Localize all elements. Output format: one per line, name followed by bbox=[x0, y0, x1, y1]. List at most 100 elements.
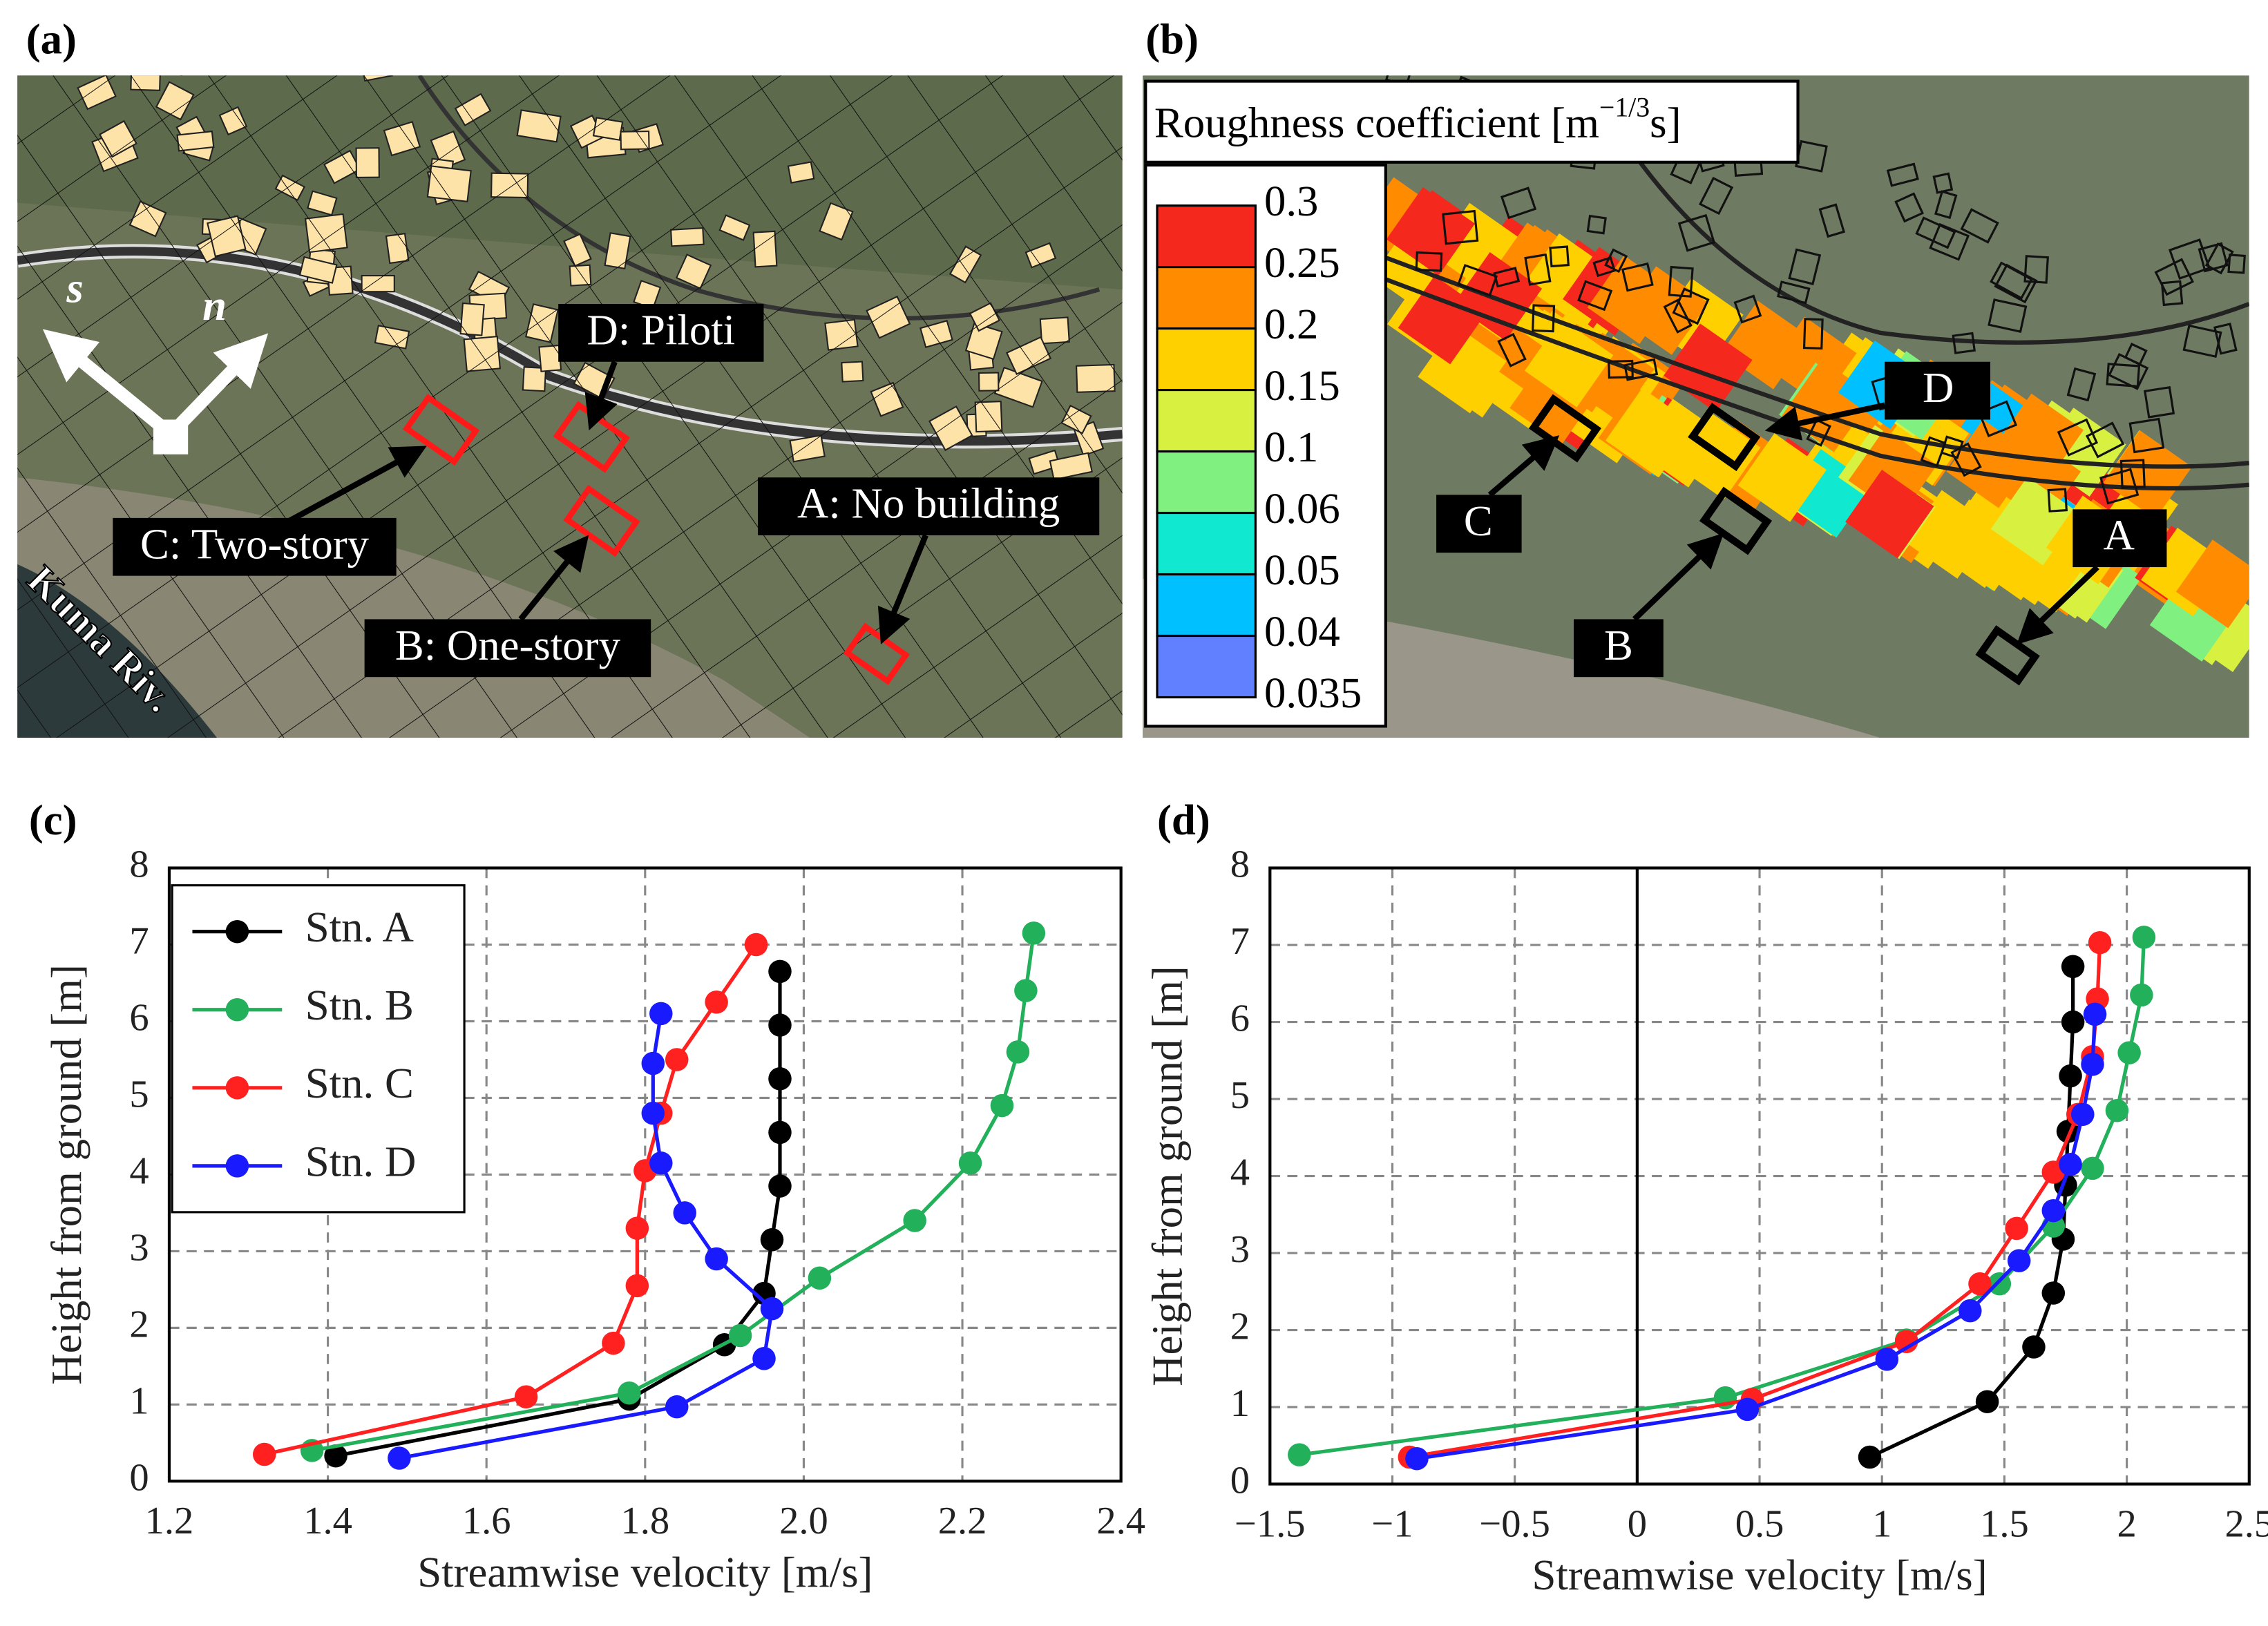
y-tick-label: 2 bbox=[1230, 1305, 1250, 1348]
legend-label: Stn. D bbox=[305, 1137, 417, 1185]
data-point bbox=[2130, 983, 2153, 1007]
data-point bbox=[641, 1051, 665, 1075]
colorbar-tick-label: 0.2 bbox=[1264, 300, 1319, 348]
x-axis-label: Streamwise velocity [m/s] bbox=[417, 1548, 873, 1596]
colorbar-bin bbox=[1156, 511, 1257, 576]
panel-label: (c) bbox=[29, 796, 77, 844]
building bbox=[1592, 256, 1617, 278]
building bbox=[2099, 468, 2140, 505]
legend-marker bbox=[225, 919, 249, 944]
y-tick-label: 4 bbox=[129, 1149, 149, 1192]
building bbox=[1806, 418, 1831, 447]
data-point bbox=[1894, 1330, 1918, 1353]
data-point bbox=[1288, 1443, 1311, 1466]
building bbox=[1934, 190, 1958, 220]
data-point bbox=[1875, 1348, 1899, 1371]
data-point bbox=[2007, 1249, 2031, 1272]
panel-label: (d) bbox=[1157, 796, 1210, 844]
y-tick-label: 2 bbox=[129, 1303, 149, 1346]
series-line bbox=[312, 932, 1036, 1453]
station-label: B: One-story bbox=[395, 621, 621, 669]
data-point bbox=[673, 1201, 696, 1225]
label-box bbox=[1436, 495, 1522, 553]
data-point bbox=[2117, 1041, 2141, 1064]
building bbox=[1663, 298, 1693, 334]
building bbox=[1531, 304, 1556, 333]
building bbox=[1952, 332, 1976, 354]
station-label: D bbox=[1923, 363, 1954, 412]
x-tick-label: 2.5 bbox=[2224, 1502, 2268, 1545]
building bbox=[1733, 294, 1762, 324]
label-box bbox=[1885, 361, 1990, 420]
building bbox=[155, 75, 191, 76]
y-tick-label: 4 bbox=[1230, 1151, 1250, 1194]
data-point bbox=[760, 1297, 784, 1321]
station-label: C bbox=[1464, 497, 1493, 545]
building bbox=[1623, 358, 1659, 381]
building bbox=[1990, 261, 2033, 300]
y-axis-label: Height from ground [m] bbox=[42, 964, 90, 1385]
data-point bbox=[705, 1247, 728, 1271]
colorbar-tick-label: 0.06 bbox=[1264, 484, 1340, 533]
series-line bbox=[264, 944, 758, 1457]
legend-title: Roughness coefficient [m−1/3s] bbox=[1154, 93, 1681, 147]
building bbox=[2106, 363, 2141, 388]
building bbox=[1886, 162, 1919, 187]
data-point bbox=[990, 1093, 1014, 1118]
data-point bbox=[2022, 1335, 2046, 1359]
station-box bbox=[1975, 625, 2040, 686]
data-point bbox=[2081, 1053, 2104, 1076]
data-point bbox=[958, 1151, 982, 1175]
arrow bbox=[2017, 565, 2099, 645]
data-point bbox=[752, 1347, 776, 1370]
y-tick-label: 5 bbox=[129, 1073, 149, 1116]
building bbox=[1524, 253, 1552, 286]
arrow bbox=[287, 446, 427, 524]
data-point bbox=[768, 1013, 792, 1037]
data-point bbox=[1968, 1272, 1992, 1296]
axis-s: s bbox=[66, 264, 83, 312]
data-point bbox=[602, 1331, 625, 1355]
roughness-cell bbox=[1845, 470, 1934, 559]
building bbox=[1549, 245, 1570, 268]
building bbox=[1802, 318, 1824, 350]
series-line bbox=[1299, 937, 2146, 1457]
series-line bbox=[335, 971, 782, 1458]
building bbox=[2227, 254, 2246, 274]
data-point bbox=[768, 1174, 792, 1198]
y-tick-label: 7 bbox=[129, 920, 149, 963]
building bbox=[1497, 332, 1527, 367]
colorbar-tick-label: 0.035 bbox=[1264, 669, 1362, 717]
y-tick-label: 1 bbox=[1230, 1382, 1250, 1425]
legend-label: Stn. B bbox=[305, 981, 414, 1029]
building bbox=[1415, 251, 1443, 272]
building bbox=[155, 14, 184, 42]
arrow bbox=[518, 535, 589, 622]
data-point bbox=[2088, 930, 2112, 955]
data-point bbox=[808, 1266, 832, 1290]
y-tick-label: 8 bbox=[1230, 843, 1250, 886]
legend-marker bbox=[225, 1076, 249, 1100]
data-point bbox=[1405, 1446, 1429, 1471]
road bbox=[1589, 86, 2249, 345]
building bbox=[2144, 385, 2175, 419]
label-box bbox=[758, 477, 1100, 535]
roughness-cell bbox=[1386, 186, 1476, 276]
colorbar-bin bbox=[1156, 266, 1257, 330]
station-label: D: Piloti bbox=[587, 305, 736, 354]
data-point bbox=[705, 991, 728, 1014]
arrows bbox=[1487, 402, 2099, 645]
building bbox=[2086, 421, 2125, 459]
data-point bbox=[768, 959, 792, 984]
arrow bbox=[584, 361, 618, 431]
station-box bbox=[563, 484, 640, 557]
data-point bbox=[649, 1002, 673, 1026]
building bbox=[1915, 216, 1956, 249]
y-tick-label: 3 bbox=[1230, 1228, 1250, 1271]
legend-title-text: Roughness coefficient [m bbox=[1154, 99, 1599, 147]
legend-label: Stn. A bbox=[305, 903, 414, 951]
y-tick-label: 6 bbox=[129, 996, 149, 1039]
legend-title-box bbox=[1144, 79, 1800, 164]
colorbar-tick-label: 0.1 bbox=[1264, 423, 1319, 471]
